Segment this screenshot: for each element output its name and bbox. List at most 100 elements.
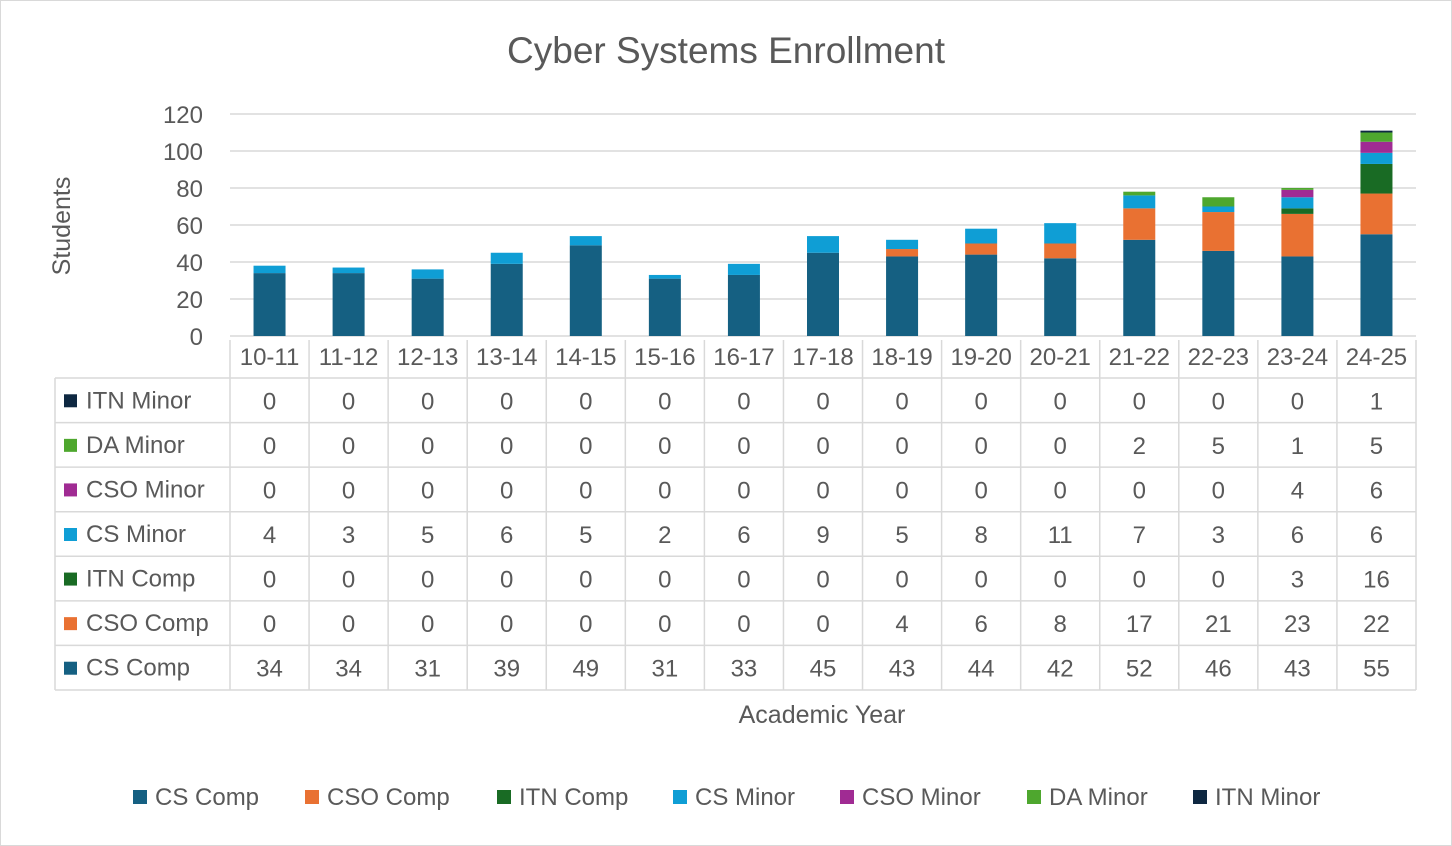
- table-cell: 0: [658, 567, 671, 594]
- table-cell: 0: [816, 567, 829, 594]
- table-cell: 0: [737, 611, 750, 638]
- legend-label: ITN Comp: [519, 784, 628, 811]
- bar-segment-cs-minor: [965, 228, 998, 244]
- table-cell: 39: [493, 656, 520, 683]
- table-cell: 0: [658, 611, 671, 638]
- table-row-label: CSO Comp: [86, 610, 209, 637]
- table-cell: 0: [816, 611, 829, 638]
- bar-segment-da-minor: [1281, 188, 1314, 190]
- table-cell: 5: [1212, 433, 1225, 460]
- bar-segment-cs-minor: [1202, 206, 1235, 213]
- x-tick-label: 11-12: [319, 344, 379, 371]
- table-cell: 0: [579, 611, 592, 638]
- bar-segment-cs-minor: [807, 236, 839, 253]
- bar-segment-cs-minor: [1123, 195, 1156, 209]
- table-cell: 3: [1212, 522, 1225, 549]
- y-tick-label: 40: [176, 250, 203, 277]
- table-cell: 0: [737, 388, 750, 415]
- y-tick-label: 100: [163, 139, 203, 166]
- table-cell: 0: [579, 477, 592, 504]
- table-cell: 3: [1291, 567, 1304, 594]
- table-cell: 4: [263, 522, 276, 549]
- x-tick-label: 13-14: [476, 344, 537, 371]
- table-cell: 0: [895, 477, 908, 504]
- table-cell: 55: [1363, 656, 1390, 683]
- table-cell: 1: [1291, 433, 1304, 460]
- x-tick-label: 17-18: [792, 344, 853, 371]
- chart-title: Cyber Systems Enrollment: [507, 30, 946, 71]
- table-cell: 3: [342, 522, 355, 549]
- table-cell: 6: [974, 611, 987, 638]
- table-cell: 0: [737, 567, 750, 594]
- bar-segment-cs-comp: [727, 274, 760, 336]
- y-axis-title: Students: [48, 177, 76, 276]
- bar-segment-cs-minor: [411, 269, 444, 279]
- table-cell: 2: [658, 522, 671, 549]
- legend-label: DA Minor: [1049, 784, 1148, 811]
- table-cell: 0: [658, 433, 671, 460]
- x-tick-label: 22-23: [1188, 344, 1249, 371]
- table-cell: 8: [1054, 611, 1067, 638]
- table-cell: 44: [968, 656, 995, 683]
- table-cell: 0: [1054, 567, 1067, 594]
- table-cell: 0: [421, 433, 434, 460]
- x-axis-title: Academic Year: [739, 701, 906, 729]
- table-cell: 0: [658, 388, 671, 415]
- table-cell: 31: [414, 656, 441, 683]
- y-tick-label: 20: [176, 287, 203, 314]
- table-cell: 0: [342, 388, 355, 415]
- table-cell: 0: [579, 433, 592, 460]
- bar-segment-cso-comp: [886, 249, 919, 257]
- table-cell: 33: [731, 656, 758, 683]
- bar-segment-cs-comp: [332, 273, 365, 336]
- table-cell: 0: [974, 567, 987, 594]
- table-cell: 0: [421, 477, 434, 504]
- legend-label: CS Comp: [155, 784, 259, 811]
- table-cell: 0: [263, 388, 276, 415]
- x-tick-label: 12-13: [397, 344, 458, 371]
- table-cell: 0: [974, 433, 987, 460]
- table-legend-key: [64, 661, 77, 675]
- bar-segment-cs-comp: [886, 256, 919, 336]
- legend-label: CSO Minor: [862, 784, 981, 811]
- y-tick-label: 0: [190, 324, 203, 351]
- table-cell: 0: [579, 567, 592, 594]
- x-tick-label: 16-17: [713, 344, 774, 371]
- bar-segment-itn-minor: [1360, 130, 1393, 133]
- table-cell: 0: [974, 477, 987, 504]
- bar-segment-cs-comp: [648, 278, 681, 336]
- table-cell: 0: [816, 388, 829, 415]
- bar-segment-cso-minor: [1360, 141, 1393, 153]
- bar-segment-itn-comp: [1281, 208, 1314, 214]
- table-cell: 0: [816, 477, 829, 504]
- bar-segment-cs-minor: [727, 263, 760, 275]
- legend-key: [840, 790, 854, 804]
- table-cell: 0: [263, 433, 276, 460]
- x-tick-label: 20-21: [1030, 344, 1091, 371]
- legend-label: ITN Minor: [1215, 784, 1320, 811]
- table-cell: 0: [342, 477, 355, 504]
- table-cell: 0: [895, 433, 908, 460]
- bar-segment-cso-comp: [1044, 243, 1077, 259]
- table-cell: 9: [816, 522, 829, 549]
- bar-segment-cs-minor: [1360, 152, 1393, 164]
- table-cell: 22: [1363, 611, 1390, 638]
- table-cell: 0: [421, 388, 434, 415]
- table-cell: 0: [579, 388, 592, 415]
- table-cell: 43: [889, 656, 916, 683]
- bar-segment-itn-comp: [1360, 163, 1393, 194]
- bar-segment-cs-minor: [648, 274, 681, 279]
- table-cell: 0: [500, 388, 513, 415]
- table-cell: 6: [500, 522, 513, 549]
- table-cell: 0: [658, 477, 671, 504]
- bar-segment-cs-comp: [1123, 239, 1156, 336]
- bar-segment-da-minor: [1123, 191, 1156, 196]
- table-cell: 0: [737, 433, 750, 460]
- table-cell: 0: [342, 433, 355, 460]
- table-cell: 7: [1133, 522, 1146, 549]
- table-cell: 0: [1054, 388, 1067, 415]
- y-tick-label: 60: [176, 213, 203, 240]
- bar-segment-cs-comp: [807, 252, 839, 336]
- x-tick-label: 23-24: [1267, 344, 1328, 371]
- table-cell: 0: [500, 433, 513, 460]
